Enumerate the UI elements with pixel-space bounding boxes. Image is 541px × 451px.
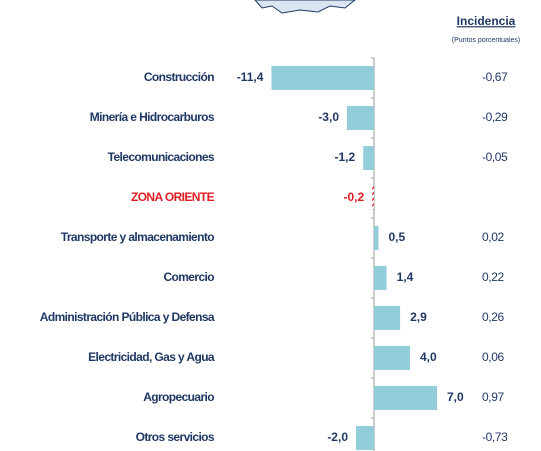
bar xyxy=(374,226,379,250)
value-label: 4,0 xyxy=(420,350,437,364)
bar xyxy=(374,346,410,370)
category-label: Agropecuario xyxy=(143,390,214,404)
incidence-value: 0,26 xyxy=(482,310,504,324)
category-label: Comercio xyxy=(163,270,214,284)
incidence-value: -0,29 xyxy=(482,110,508,124)
incidence-value: -0,73 xyxy=(482,430,508,444)
category-label: Telecomunicaciones xyxy=(108,150,215,164)
value-label: -2,0 xyxy=(327,430,348,444)
value-label: -0,2 xyxy=(344,190,365,204)
bar xyxy=(271,66,374,90)
value-label: 2,9 xyxy=(410,310,427,324)
value-label: 1,4 xyxy=(397,270,414,284)
incidence-subtitle: (Puntos porcentuales) xyxy=(452,37,520,44)
bar xyxy=(372,186,374,210)
category-label: ZONA ORIENTE xyxy=(131,190,215,204)
map-icon xyxy=(254,0,356,14)
category-label: Transporte y almacenamiento xyxy=(61,230,214,244)
bar xyxy=(374,386,437,410)
incidence-value: 0,06 xyxy=(482,350,504,364)
value-label: -1,2 xyxy=(335,150,356,164)
category-label: Otros servicios xyxy=(136,430,215,444)
value-label: -11,4 xyxy=(237,70,264,84)
bar xyxy=(356,426,374,450)
category-label: Construcción xyxy=(144,70,214,84)
incidence-value: 0,22 xyxy=(482,270,504,284)
bar xyxy=(347,106,374,130)
category-label: Electricidad, Gas y Agua xyxy=(88,350,215,364)
value-label: 0,5 xyxy=(389,230,406,244)
bar xyxy=(374,266,387,290)
value-label: -3,0 xyxy=(318,110,339,124)
incidence-value: -0,67 xyxy=(482,70,508,84)
bar xyxy=(374,306,401,330)
incidence-value: -0,05 xyxy=(482,150,508,164)
incidence-value: 0,02 xyxy=(482,230,504,244)
category-label: Minería e Hidrocarburos xyxy=(90,110,215,124)
category-label: Administración Pública y Defensa xyxy=(40,310,215,324)
bar xyxy=(363,146,374,170)
incidence-value: 0,97 xyxy=(482,390,504,404)
value-label: 7,0 xyxy=(447,390,464,404)
incidence-title: Incidencia xyxy=(457,14,516,28)
